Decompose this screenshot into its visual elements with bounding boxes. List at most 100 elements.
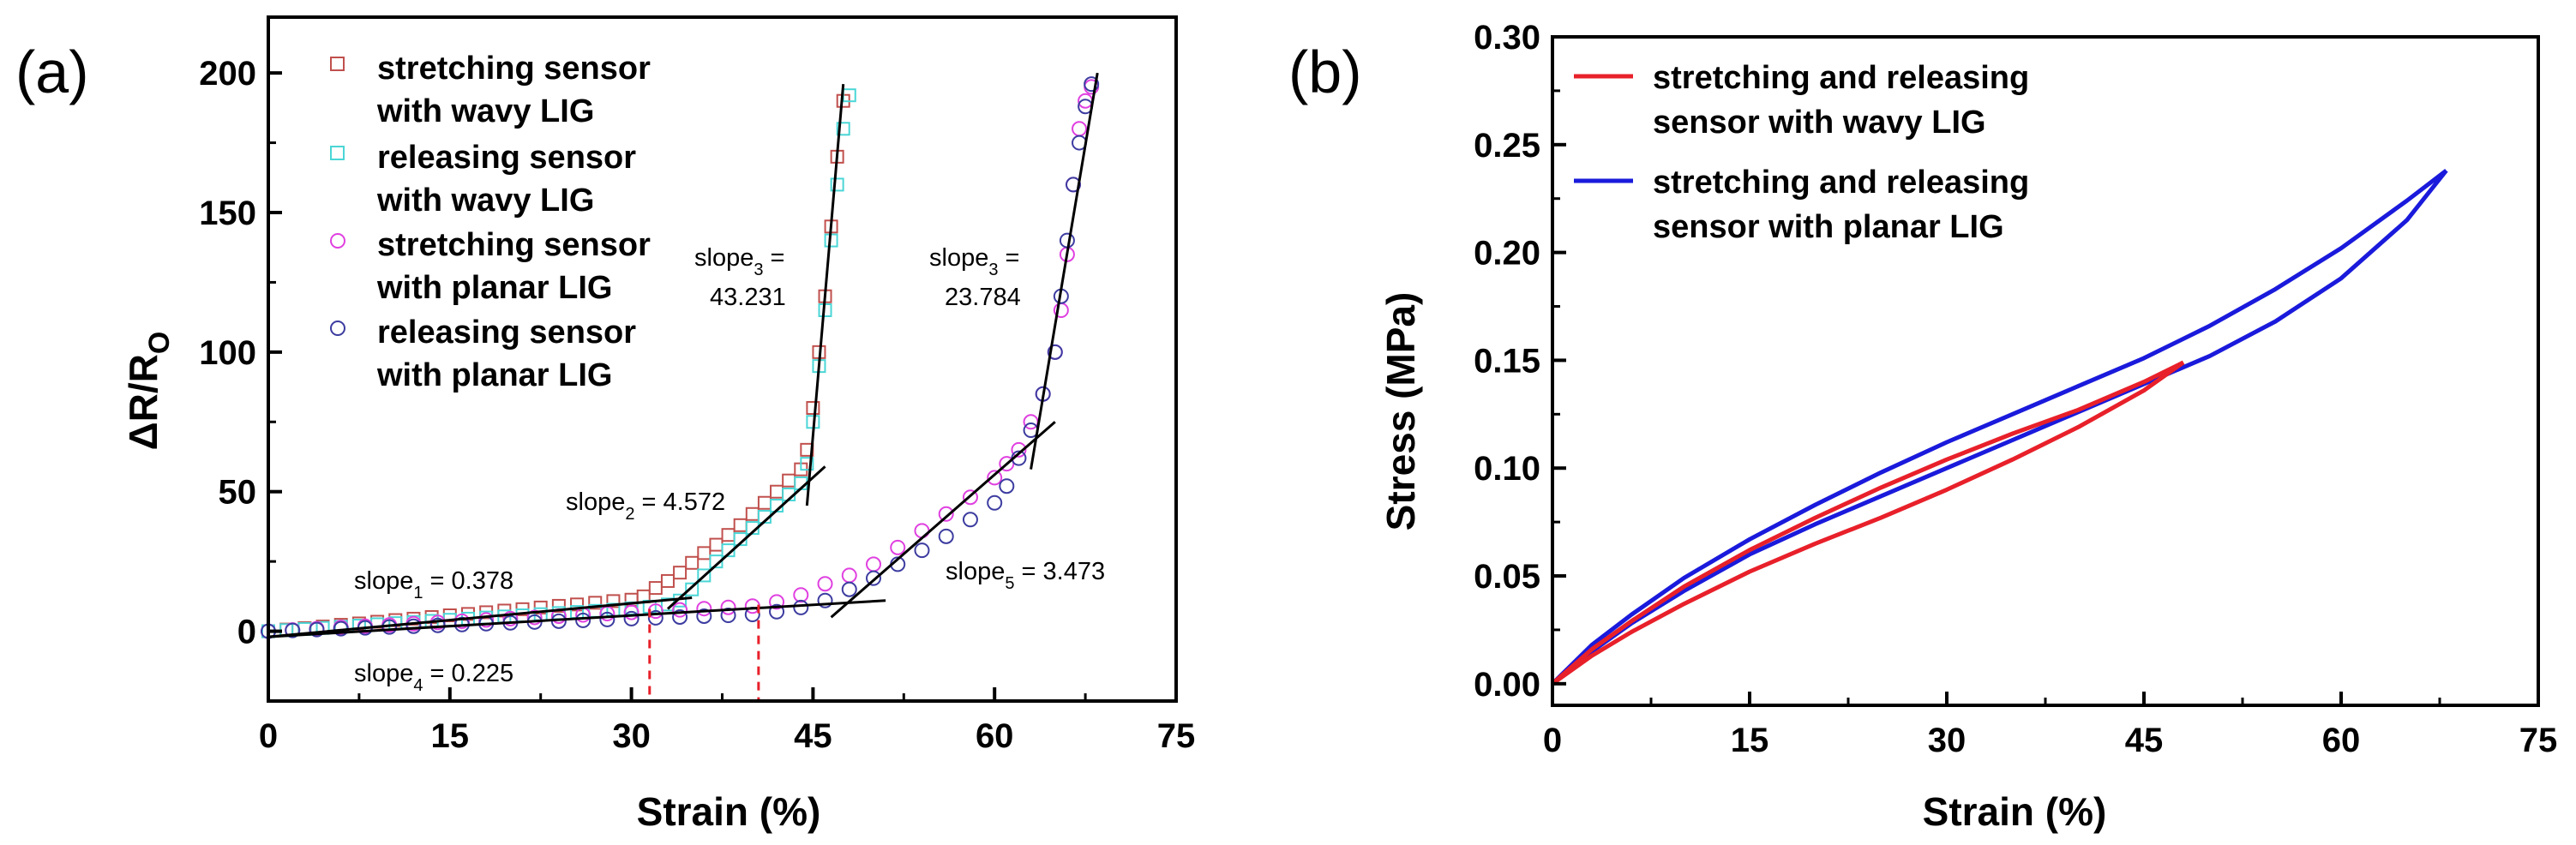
x-tick-label: 60 bbox=[976, 717, 1014, 755]
y-tick-label: 50 bbox=[219, 474, 257, 512]
data-point bbox=[588, 596, 603, 610]
x-tick-label: 15 bbox=[431, 717, 470, 755]
x-tick-label: 60 bbox=[2322, 722, 2361, 759]
series-2-loading-curve bbox=[1551, 169, 2448, 686]
y-tick-label: 0.20 bbox=[1474, 235, 1540, 273]
data-point bbox=[987, 470, 1003, 486]
data-point bbox=[800, 457, 814, 471]
fit-line bbox=[1030, 72, 1099, 470]
panel-b: (b) 0 15 30 45 60 750.000.050.100.150.200.250… bbox=[1288, 19, 2557, 834]
legend-label: with wavy LIG bbox=[376, 93, 594, 129]
legend-label: with wavy LIG bbox=[376, 183, 594, 219]
data-point bbox=[987, 494, 1003, 511]
data-point bbox=[672, 602, 688, 618]
data-point bbox=[962, 489, 978, 506]
legend-label: with planar LIG bbox=[376, 357, 612, 393]
panel-a-label: (a) bbox=[15, 39, 89, 105]
data-point bbox=[526, 609, 543, 626]
x-tick-label: 30 bbox=[1928, 722, 1967, 759]
slope-annotation-value: 23.784 bbox=[945, 284, 1021, 311]
data-point bbox=[770, 484, 784, 499]
y-tick-label: 0.05 bbox=[1474, 558, 1540, 596]
y-tick-label: 0 bbox=[237, 614, 256, 651]
data-point bbox=[745, 506, 760, 521]
slope-annotation: slope2 = 4.572 bbox=[566, 488, 725, 524]
data-point bbox=[672, 608, 688, 625]
data-point bbox=[1023, 414, 1039, 430]
panel-b-legend: stretching and releasing sensor with wavy… bbox=[1574, 60, 2029, 245]
legend-marker bbox=[330, 321, 345, 336]
x-tick-label: 0 bbox=[259, 717, 278, 755]
data-point bbox=[696, 601, 712, 617]
panel-b-curves bbox=[1551, 169, 2448, 686]
data-point bbox=[623, 604, 639, 620]
y-tick-label: 0.00 bbox=[1474, 666, 1540, 704]
data-point bbox=[405, 618, 422, 634]
series-1-unloading-curve bbox=[1551, 360, 2185, 686]
legend-label: releasing sensor bbox=[377, 315, 636, 351]
slope-annotation: slope3 = bbox=[929, 244, 1019, 279]
panel-b-y-axis-title: Stress (MPa) bbox=[1378, 292, 1423, 531]
legend-label: stretching sensor bbox=[377, 227, 651, 263]
data-point bbox=[836, 122, 850, 136]
x-tick-label: 75 bbox=[1157, 717, 1196, 755]
data-point bbox=[890, 539, 906, 555]
data-point bbox=[720, 608, 736, 624]
data-point bbox=[709, 537, 724, 552]
slope-annotation: slope4 = 0.225 bbox=[354, 660, 513, 695]
panel-a-fit-lines bbox=[267, 72, 1099, 638]
data-point bbox=[685, 555, 700, 570]
slope-annotation: slope5 = 3.473 bbox=[946, 558, 1105, 593]
data-point bbox=[782, 473, 796, 488]
data-point bbox=[1084, 76, 1100, 93]
fit-line bbox=[830, 421, 1056, 619]
legend-label: sensor with planar LIG bbox=[1653, 209, 2004, 245]
y-tick-label: 150 bbox=[199, 195, 256, 232]
data-point bbox=[648, 581, 663, 596]
data-point bbox=[697, 568, 712, 583]
series-2-unloading-curve bbox=[1551, 169, 2448, 686]
data-point bbox=[793, 599, 809, 615]
data-point bbox=[606, 594, 621, 608]
data-point bbox=[285, 622, 301, 638]
data-point bbox=[757, 495, 772, 510]
legend-label: sensor with wavy LIG bbox=[1653, 105, 1986, 141]
data-point bbox=[647, 609, 664, 626]
data-point bbox=[769, 594, 785, 610]
fit-line bbox=[805, 84, 845, 506]
data-point bbox=[309, 621, 325, 638]
data-point bbox=[623, 610, 639, 626]
data-point bbox=[841, 581, 857, 597]
data-point bbox=[1047, 344, 1063, 360]
fit-line bbox=[267, 599, 886, 638]
y-tick-label: 0.25 bbox=[1474, 127, 1540, 165]
data-point bbox=[793, 587, 809, 603]
data-point bbox=[841, 567, 857, 584]
x-tick-label: 75 bbox=[2519, 722, 2558, 759]
x-tick-label: 15 bbox=[1731, 722, 1769, 759]
fit-line bbox=[267, 596, 693, 638]
data-point bbox=[551, 598, 566, 613]
data-point bbox=[1072, 121, 1088, 137]
data-point bbox=[999, 478, 1015, 494]
y-tick-label: 0.15 bbox=[1474, 342, 1540, 380]
data-point bbox=[866, 570, 881, 586]
x-tick-label: 0 bbox=[1543, 722, 1562, 759]
data-point bbox=[673, 566, 688, 580]
data-point bbox=[720, 599, 736, 615]
slope-annotation-value: 43.231 bbox=[710, 284, 786, 311]
fit-line bbox=[666, 465, 826, 610]
legend-marker bbox=[330, 146, 345, 160]
y-tick-label: 100 bbox=[199, 334, 256, 372]
slope-annotation: slope3 = bbox=[694, 244, 784, 279]
panel-a-y-axis-title: ΔR/RO bbox=[121, 332, 176, 451]
data-point bbox=[962, 512, 978, 528]
data-point bbox=[769, 603, 785, 620]
data-point bbox=[696, 608, 712, 624]
panel-a-red-guides bbox=[648, 604, 760, 701]
data-point bbox=[575, 612, 591, 628]
y-tick-label: 200 bbox=[199, 55, 256, 93]
data-point bbox=[1011, 441, 1027, 458]
panel-a-legend: stretching sensor with wavy LIG releasing … bbox=[330, 51, 651, 393]
